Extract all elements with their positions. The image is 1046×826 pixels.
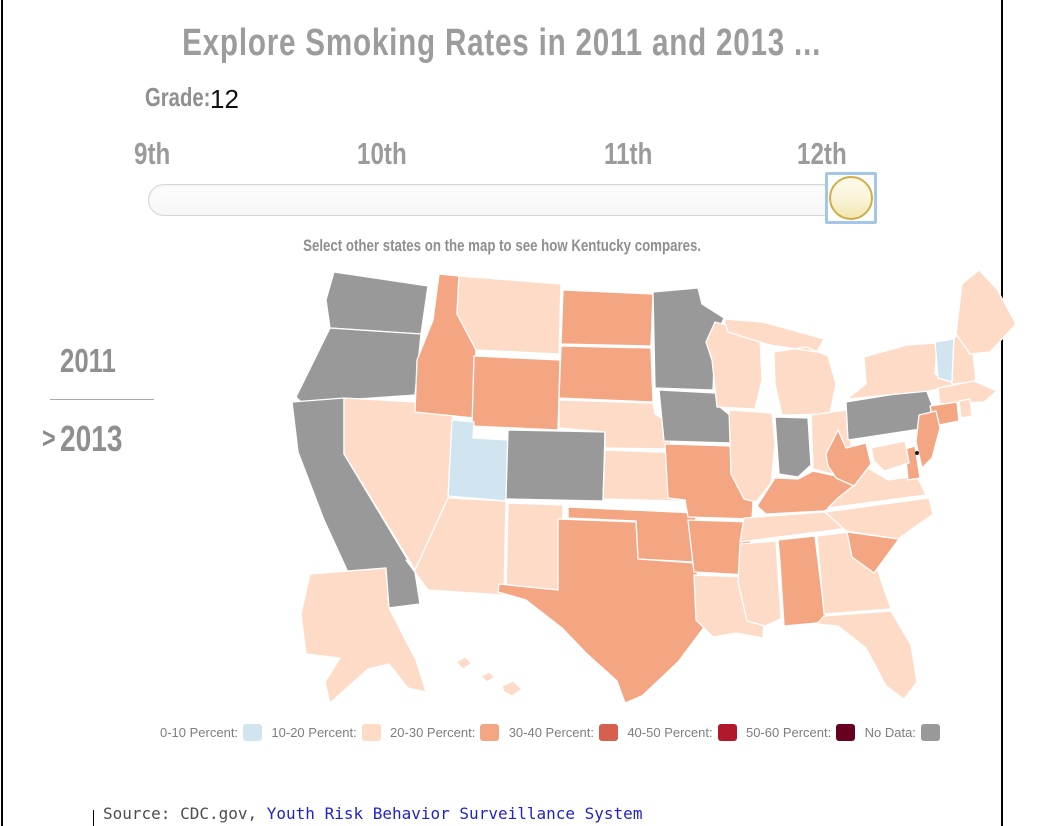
state-MS[interactable] <box>737 540 782 627</box>
legend-swatch-20-30 <box>480 724 500 741</box>
state-IN[interactable] <box>774 416 812 478</box>
slider-label-11th[interactable]: 11th <box>604 136 653 171</box>
year-divider <box>50 399 154 400</box>
state-MA[interactable] <box>937 380 998 405</box>
state-OR[interactable] <box>295 327 422 404</box>
map-legend: 0-10 Percent: 10-20 Percent: 20-30 Perce… <box>160 724 940 741</box>
grade-slider-knob[interactable] <box>829 176 873 220</box>
grade-label: Grade: <box>145 82 211 112</box>
legend-swatch-10-20 <box>361 724 381 741</box>
legend-item-40-50: 40-50 Percent: <box>627 724 737 741</box>
legend-item-50-60: 50-60 Percent: <box>746 724 856 741</box>
state-WA[interactable] <box>325 271 429 335</box>
legend-swatch-40-50 <box>717 724 737 741</box>
slider-label-12th[interactable]: 12th <box>797 136 847 171</box>
selected-year-arrow-icon: > <box>42 422 56 455</box>
map-instruction: Select other states on the map to see ho… <box>303 236 701 255</box>
page-title: Explore Smoking Rates in 2011 and 2013 .… <box>182 22 822 64</box>
year-toggle-2013[interactable]: >2013 <box>42 418 140 460</box>
legend-item-30-40: 30-40 Percent: <box>509 724 618 741</box>
state-FL[interactable] <box>816 610 918 700</box>
state-ME[interactable] <box>955 269 1017 355</box>
grade-slider-track[interactable] <box>148 184 862 216</box>
state-MI[interactable] <box>723 318 837 416</box>
state-ND[interactable] <box>560 289 654 347</box>
source-link[interactable]: Youth Risk Behavior Surveillance System <box>266 804 643 823</box>
state-MT[interactable] <box>456 275 562 355</box>
window-border-left <box>1 0 3 826</box>
state-CO[interactable] <box>505 429 606 502</box>
source-line: Source: CDC.gov, Youth Risk Behavior Sur… <box>103 804 642 823</box>
year-toggle-2011[interactable]: 2011 <box>60 342 116 379</box>
legend-item-0-10: 0-10 Percent: <box>160 724 263 741</box>
legend-item-10-20: 10-20 Percent: <box>271 724 381 741</box>
state-NM[interactable] <box>505 502 564 594</box>
legend-swatch-no-data <box>920 724 940 741</box>
state-VT[interactable] <box>934 338 955 383</box>
state-WY[interactable] <box>471 355 561 431</box>
us-choropleth-map[interactable] <box>268 262 1018 717</box>
state-NJ[interactable] <box>915 410 941 469</box>
window-border-right <box>1001 0 1003 826</box>
grade-slider-handle[interactable] <box>825 172 877 224</box>
legend-item-20-30: 20-30 Percent: <box>390 724 500 741</box>
state-RI[interactable] <box>958 398 973 419</box>
frame-edge-bottom-left <box>93 810 94 826</box>
state-TX[interactable] <box>497 518 706 704</box>
state-NC[interactable] <box>824 497 934 540</box>
state-HI[interactable] <box>455 656 523 697</box>
state-WV[interactable] <box>825 429 872 487</box>
slider-label-10th[interactable]: 10th <box>357 136 407 171</box>
legend-swatch-30-40 <box>598 724 618 741</box>
source-prefix: Source: CDC.gov, <box>103 804 267 823</box>
legend-swatch-50-60 <box>836 724 856 741</box>
state-AZ[interactable] <box>405 497 507 596</box>
state-MD[interactable] <box>870 440 910 472</box>
slider-label-9th[interactable]: 9th <box>134 136 171 171</box>
grade-value: 12 <box>210 84 239 114</box>
year-toggle-2013-label: 2013 <box>59 418 123 459</box>
state-VA[interactable] <box>827 467 927 509</box>
state-UT[interactable] <box>447 419 509 502</box>
state-IL[interactable] <box>728 409 776 503</box>
state-SD[interactable] <box>558 345 654 403</box>
state-AK[interactable] <box>300 567 427 704</box>
dc-dot <box>915 451 919 455</box>
legend-swatch-0-10 <box>243 724 263 741</box>
legend-item-no-data: No Data: <box>865 724 940 741</box>
state-KS[interactable] <box>602 449 686 502</box>
